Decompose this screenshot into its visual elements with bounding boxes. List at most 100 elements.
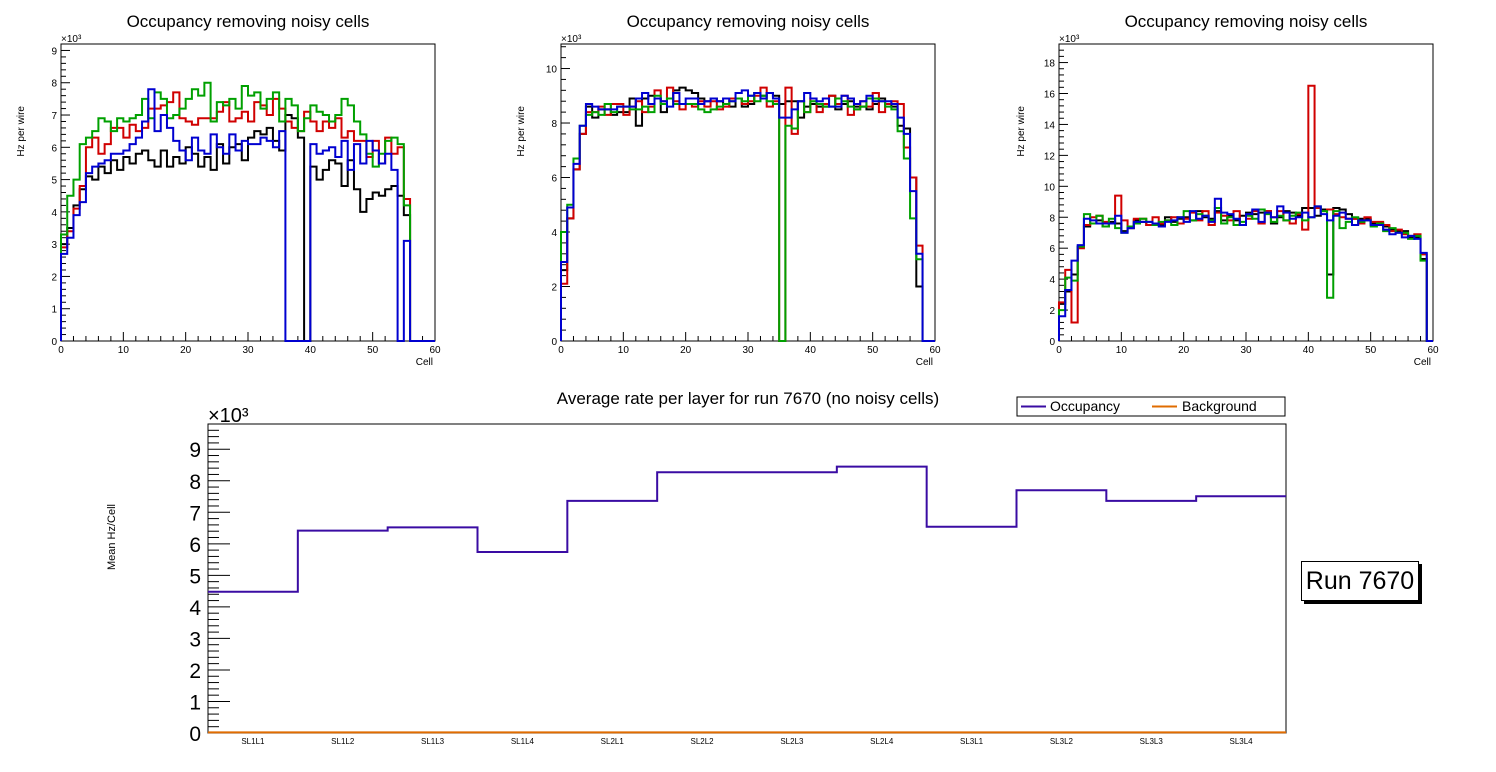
y-tick-label: 6 (551, 174, 557, 185)
series-occupancy (208, 465, 1286, 593)
series-layer-2 (560, 86, 935, 342)
panel-title: Occupancy removing noisy cells (1125, 12, 1368, 31)
y-axis-label: Hz per wire (516, 106, 527, 157)
category-label: SL1L1 (241, 737, 265, 746)
x-tick-label: 60 (929, 345, 941, 356)
x-axis-label: Cell (916, 357, 933, 368)
x-tick-label: 20 (680, 345, 692, 356)
y-tick-label: 9 (189, 439, 201, 462)
series-layer-3 (60, 81, 435, 342)
y-axis-exponent: ×10³ (1059, 34, 1080, 45)
occupancy-panel-2: Occupancy removing noisy cells ×10³ Hz per… (516, 12, 941, 368)
x-axis-label: Cell (416, 357, 433, 368)
legend-occupancy-label: Occupancy (1050, 398, 1120, 414)
category-label: SL2L2 (691, 737, 715, 746)
y-tick-label: 6 (189, 534, 201, 557)
y-tick-label: 1 (189, 691, 201, 714)
series-layer-1 (60, 114, 435, 342)
x-tick-label: 20 (1178, 345, 1190, 356)
series-layer-3 (1058, 205, 1433, 342)
y-tick-label: 6 (51, 143, 57, 154)
y-axis-label: Mean Hz/Cell (106, 504, 118, 570)
x-tick-label: 10 (118, 345, 130, 356)
y-axis-exponent: ×10³ (208, 405, 249, 427)
y-tick-label: 5 (51, 176, 57, 187)
series-layer-1 (560, 86, 935, 342)
x-tick-label: 50 (867, 345, 879, 356)
y-tick-label: 2 (189, 660, 201, 683)
category-label: SL1L3 (421, 737, 445, 746)
x-tick-label: 30 (1240, 345, 1252, 356)
plot-frame (1058, 43, 1434, 342)
y-tick-label: 4 (551, 228, 557, 239)
y-tick-label: 2 (51, 272, 57, 283)
category-label: SL3L3 (1140, 737, 1164, 746)
run-label: Run 7670 (1305, 566, 1415, 595)
y-tick-label: 9 (51, 46, 57, 57)
y-tick-label: 8 (1049, 213, 1055, 224)
series-layer-3 (560, 94, 935, 342)
average-rate-panel: Average rate per layer for run 7670 (no … (106, 389, 1287, 746)
x-tick-label: 40 (305, 345, 317, 356)
category-label: SL3L4 (1230, 737, 1254, 746)
y-tick-label: 0 (189, 723, 201, 746)
y-tick-label: 0 (1049, 337, 1055, 348)
y-tick-label: 4 (189, 597, 201, 620)
series-layer-4 (1058, 197, 1433, 342)
legend-box (1016, 396, 1286, 417)
y-axis-label: Hz per wire (16, 106, 27, 157)
category-label: SL2L4 (870, 737, 894, 746)
x-tick-label: 50 (367, 345, 379, 356)
category-label: SL2L3 (780, 737, 804, 746)
y-tick-label: 3 (189, 628, 201, 651)
y-tick-label: 7 (189, 502, 201, 525)
x-tick-label: 10 (1116, 345, 1128, 356)
y-tick-label: 1 (51, 305, 57, 316)
x-tick-label: 0 (58, 345, 64, 356)
x-tick-label: 0 (558, 345, 564, 356)
x-tick-label: 40 (805, 345, 817, 356)
y-axis-label: Hz per wire (1016, 106, 1027, 157)
category-label: SL1L2 (331, 737, 355, 746)
occupancy-panel-1: Occupancy removing noisy cells ×10³ Hz per… (16, 12, 441, 368)
y-tick-label: 8 (189, 471, 201, 494)
legend: Occupancy Background (1016, 396, 1286, 417)
occupancy-panel-3: Occupancy removing noisy cells ×10³ Hz per… (1016, 12, 1439, 368)
y-tick-label: 16 (1044, 90, 1056, 101)
y-tick-label: 4 (51, 208, 57, 219)
y-axis-exponent: ×10³ (61, 34, 82, 45)
y-tick-label: 3 (51, 240, 57, 251)
y-tick-label: 5 (189, 565, 201, 588)
series-layer-4 (560, 89, 935, 342)
category-label: SL1L4 (511, 737, 535, 746)
y-tick-label: 12 (1044, 151, 1056, 162)
x-tick-label: 50 (1365, 345, 1377, 356)
legend-background-label: Background (1182, 398, 1257, 414)
category-label: SL2L1 (601, 737, 625, 746)
category-label: SL3L1 (960, 737, 984, 746)
y-tick-label: 10 (546, 65, 558, 76)
panel-title: Average rate per layer for run 7670 (no … (557, 389, 939, 408)
y-tick-label: 18 (1044, 59, 1056, 70)
x-tick-label: 30 (742, 345, 754, 356)
y-tick-label: 8 (51, 79, 57, 90)
x-tick-label: 40 (1303, 345, 1315, 356)
x-tick-label: 0 (1056, 345, 1062, 356)
x-tick-label: 10 (618, 345, 630, 356)
y-tick-label: 14 (1044, 120, 1056, 131)
y-tick-label: 2 (1049, 306, 1055, 317)
category-label: SL3L2 (1050, 737, 1074, 746)
y-tick-label: 6 (1049, 244, 1055, 255)
x-axis-label: Cell (1414, 357, 1431, 368)
series-layer-4 (60, 88, 435, 342)
x-tick-label: 20 (180, 345, 192, 356)
y-tick-label: 0 (551, 337, 557, 348)
y-axis-exponent: ×10³ (561, 34, 582, 45)
x-tick-label: 30 (242, 345, 254, 356)
plot-frame (560, 43, 936, 342)
y-tick-label: 0 (51, 337, 57, 348)
run-label-box: Run 7670 (1301, 561, 1419, 601)
panel-title: Occupancy removing noisy cells (127, 12, 370, 31)
x-tick-label: 60 (1427, 345, 1439, 356)
